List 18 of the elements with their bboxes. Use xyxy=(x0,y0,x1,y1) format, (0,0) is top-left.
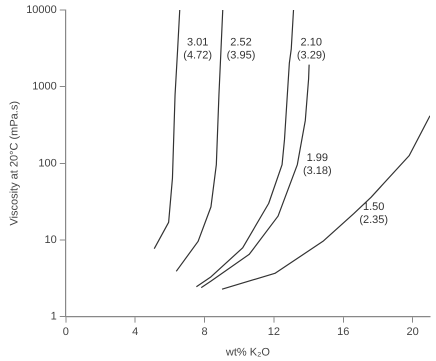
x-tick-label: 4 xyxy=(132,326,138,338)
x-tick-label: 20 xyxy=(406,326,419,338)
annotation: 1.99 (3.18) xyxy=(302,152,332,178)
y-axis-title: Viscosity at 20°C (mPa.s) xyxy=(8,100,21,226)
y-tick-label: 1000 xyxy=(32,80,57,93)
y-tick-label: 10 xyxy=(44,234,57,246)
annotation: 1.50 (2.35) xyxy=(359,201,388,226)
x-tick-label: 12 xyxy=(268,326,280,338)
x-tick-label: 8 xyxy=(201,326,208,338)
x-tick-label: 16 xyxy=(337,326,350,338)
x-tick-label: 0 xyxy=(62,326,69,338)
y-tick-label: 10000 xyxy=(26,4,57,16)
x-axis-title: wt% K₂O xyxy=(224,346,270,358)
y-tick-label: 100 xyxy=(38,157,57,170)
annotation: 3.01 (4.72) xyxy=(183,36,212,62)
annotation: 2.10 (3.29) xyxy=(296,36,326,62)
annotation: 2.52 (3.95) xyxy=(226,36,256,62)
y-tick-label: 1 xyxy=(50,310,57,323)
